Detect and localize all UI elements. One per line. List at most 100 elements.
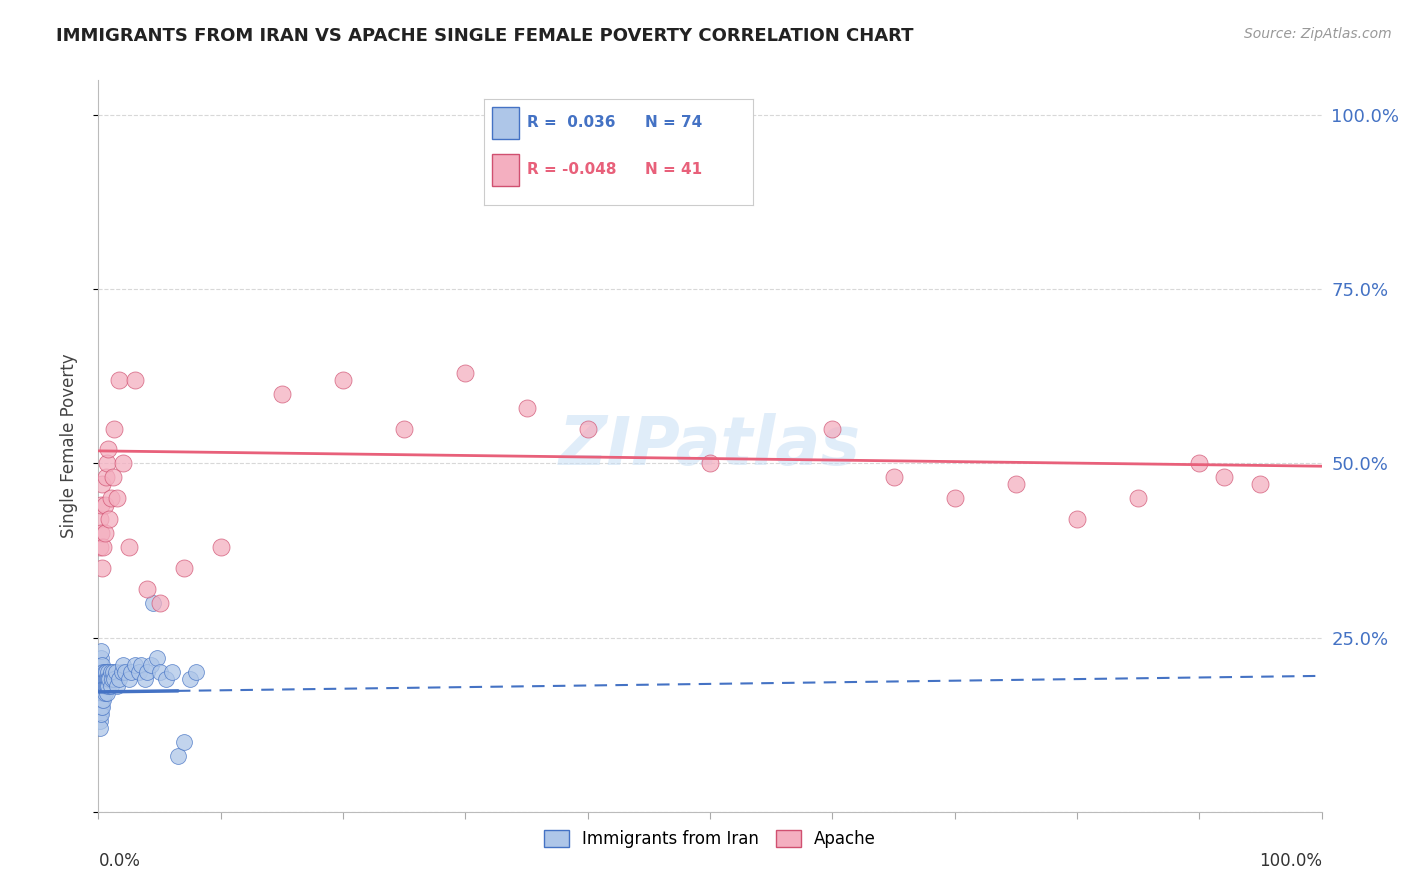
Point xyxy=(98,512,121,526)
Y-axis label: Single Female Poverty: Single Female Poverty xyxy=(59,354,77,538)
Point xyxy=(270,386,294,401)
Point xyxy=(90,665,112,680)
Point xyxy=(91,693,114,707)
Point xyxy=(105,679,128,693)
Point xyxy=(90,658,112,673)
Point xyxy=(1004,477,1026,491)
Point xyxy=(332,373,354,387)
Point xyxy=(100,491,122,506)
Point xyxy=(90,700,112,714)
Point xyxy=(128,665,150,680)
Point xyxy=(90,679,112,693)
Legend: Immigrants from Iran, Apache: Immigrants from Iran, Apache xyxy=(537,823,883,855)
Point xyxy=(89,693,111,707)
Point xyxy=(97,442,120,457)
Point xyxy=(97,673,120,687)
Point xyxy=(179,673,201,687)
Point xyxy=(96,457,118,471)
Point xyxy=(167,749,190,764)
Point xyxy=(103,673,125,687)
Point xyxy=(111,665,134,680)
Point xyxy=(94,679,117,693)
Point xyxy=(120,665,142,680)
Point xyxy=(1249,477,1271,491)
Point xyxy=(96,686,118,700)
Point xyxy=(149,665,172,680)
Point xyxy=(97,679,120,693)
Point xyxy=(108,373,131,387)
Point xyxy=(91,540,114,554)
Point xyxy=(94,470,117,484)
Point xyxy=(91,679,114,693)
Text: Source: ZipAtlas.com: Source: ZipAtlas.com xyxy=(1244,27,1392,41)
Point xyxy=(101,470,124,484)
Point xyxy=(160,665,183,680)
Point xyxy=(209,540,232,554)
Point xyxy=(89,512,111,526)
Point xyxy=(93,673,115,687)
Point xyxy=(108,673,131,687)
Point xyxy=(1212,470,1234,484)
Point xyxy=(699,457,721,471)
Point xyxy=(90,707,112,722)
Point xyxy=(89,686,111,700)
Point xyxy=(114,665,136,680)
Point xyxy=(93,526,115,541)
Point xyxy=(104,665,127,680)
Point xyxy=(91,673,114,687)
Point xyxy=(89,679,111,693)
Point xyxy=(89,707,111,722)
Point xyxy=(186,665,208,680)
Text: IMMIGRANTS FROM IRAN VS APACHE SINGLE FEMALE POVERTY CORRELATION CHART: IMMIGRANTS FROM IRAN VS APACHE SINGLE FE… xyxy=(56,27,914,45)
Point xyxy=(96,679,118,693)
Point xyxy=(97,665,120,680)
Point xyxy=(89,658,111,673)
Point xyxy=(1128,491,1150,506)
Point xyxy=(105,491,128,506)
Point xyxy=(90,686,112,700)
Point xyxy=(142,596,165,610)
Point xyxy=(576,421,599,435)
Point xyxy=(90,673,112,687)
Point xyxy=(943,491,966,506)
Point xyxy=(89,721,111,735)
Point xyxy=(90,693,112,707)
Point xyxy=(134,673,156,687)
Point xyxy=(821,421,844,435)
Point xyxy=(515,401,537,415)
Point xyxy=(91,673,114,687)
Point xyxy=(91,679,114,693)
Point xyxy=(103,421,125,435)
Point xyxy=(93,665,115,680)
Point xyxy=(96,673,118,687)
Point xyxy=(89,665,111,680)
Point xyxy=(1066,512,1088,526)
Point xyxy=(93,498,115,512)
Point xyxy=(173,561,195,575)
Point xyxy=(90,526,112,541)
Point xyxy=(111,457,134,471)
Point xyxy=(91,693,114,707)
Point xyxy=(118,673,141,687)
Point xyxy=(91,665,114,680)
Point xyxy=(155,673,177,687)
Point xyxy=(91,561,114,575)
Point xyxy=(111,658,134,673)
Point xyxy=(173,735,195,749)
Point xyxy=(91,477,114,491)
Point xyxy=(89,714,111,728)
Point xyxy=(454,366,477,380)
Point xyxy=(100,679,122,693)
Point xyxy=(139,658,162,673)
Point xyxy=(136,665,159,680)
Point xyxy=(90,651,112,665)
Point xyxy=(93,679,115,693)
Point xyxy=(124,373,146,387)
Point xyxy=(1188,457,1211,471)
Point xyxy=(101,665,124,680)
Text: ZIPatlas: ZIPatlas xyxy=(560,413,860,479)
Text: 0.0%: 0.0% xyxy=(98,852,141,870)
Point xyxy=(91,686,114,700)
Point xyxy=(100,665,122,680)
Point xyxy=(93,686,115,700)
